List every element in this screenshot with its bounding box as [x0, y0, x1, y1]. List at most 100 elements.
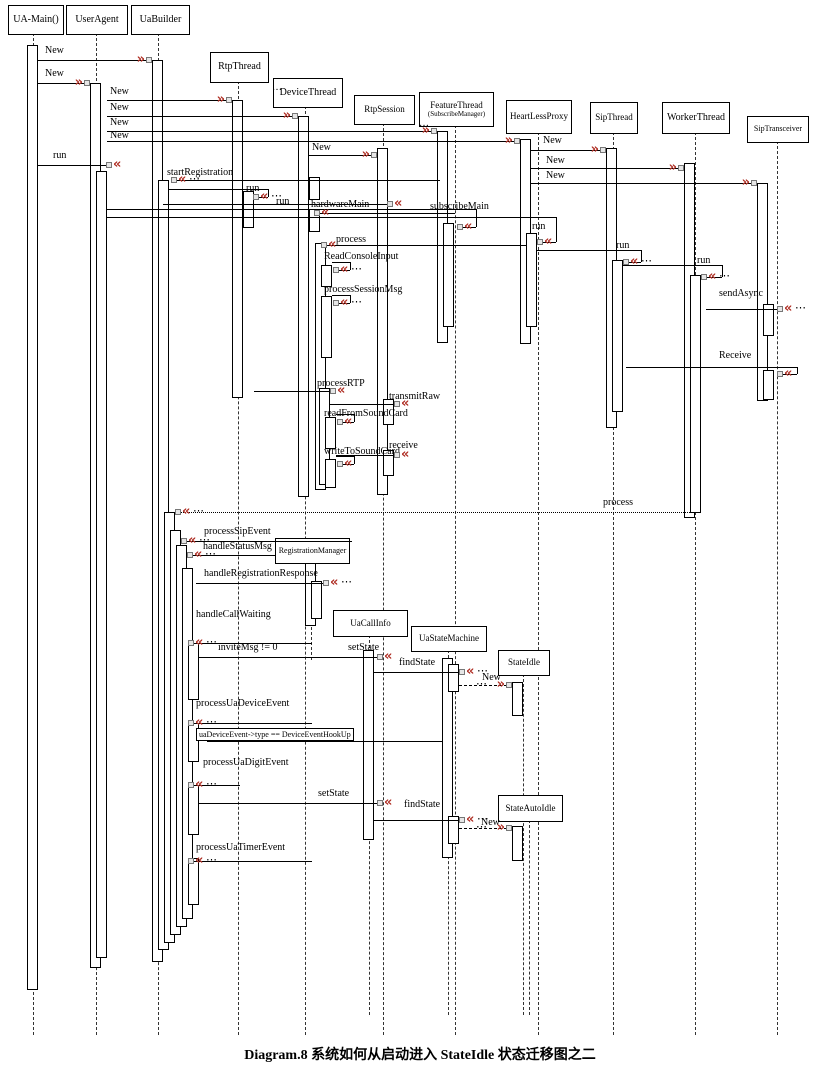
message-label: processUaDeviceEvent — [196, 698, 290, 709]
message-label: ReadConsoleInput — [324, 251, 399, 262]
message-line-new — [531, 183, 757, 184]
message-line-new — [531, 150, 606, 151]
create-arrow-icon: » — [504, 133, 513, 148]
call-marker-square — [537, 239, 543, 245]
object-box-state-idle: StateIdle — [498, 650, 550, 676]
message-line-run — [163, 204, 390, 205]
create-marker-square — [226, 97, 232, 103]
dashed-tail: ⋯ — [477, 813, 488, 825]
message-label: processUaDigitEvent — [203, 757, 289, 768]
message-label: New — [543, 135, 562, 146]
call-marker-square — [188, 782, 194, 788]
call-marker-square — [333, 267, 339, 273]
message-label: run — [53, 150, 67, 161]
dashed-tail: ⋯ — [271, 190, 282, 202]
message-label: process — [603, 497, 633, 508]
object-box-rtp-session: RtpSession — [354, 95, 415, 125]
create-arrow-icon: » — [496, 820, 505, 835]
message-line-bend — [350, 262, 351, 270]
message-label: receive — [389, 440, 418, 451]
call-arrow-icon: « — [401, 447, 410, 462]
activation-sip-transceiver — [757, 183, 768, 401]
object-box-user-agent: UserAgent — [66, 5, 128, 35]
call-marker-square — [321, 242, 327, 248]
call-arrow-icon: « — [384, 795, 393, 810]
call-arrow-icon: « — [708, 269, 717, 284]
call-marker-square — [394, 401, 400, 407]
create-arrow-icon: » — [590, 142, 599, 157]
dashed-tail: ⋯ — [199, 534, 210, 546]
object-box-feature-thread: FeatureThread (SubscribeManager) — [419, 92, 494, 127]
message-line-setstate — [199, 657, 380, 658]
object-box-ua-state-machine: UaStateMachine — [411, 626, 487, 652]
message-label: New — [45, 68, 64, 79]
message-line-return — [336, 270, 350, 271]
message-line-new — [38, 60, 152, 61]
message-label: handleRegistrationResponse — [204, 568, 318, 579]
create-marker-square — [751, 180, 757, 186]
message-label: readFromSoundCard — [324, 408, 408, 419]
activation-device-thread — [298, 116, 309, 497]
lifeline-worker-thread — [695, 132, 696, 1035]
call-marker-square — [333, 300, 339, 306]
activation-device-thread — [325, 417, 336, 449]
call-arrow-icon: « — [784, 301, 793, 316]
message-line-processrtp — [254, 391, 333, 392]
message-line-run — [38, 165, 109, 166]
call-marker-square — [459, 817, 465, 823]
call-marker-square — [330, 388, 336, 394]
message-line-return — [460, 227, 476, 228]
create-marker-square — [146, 57, 152, 63]
message-label: sendAsync — [719, 288, 763, 299]
object-box-ua-builder: UaBuilder — [131, 5, 190, 35]
call-marker-square — [394, 452, 400, 458]
call-marker-square — [323, 580, 329, 586]
call-marker-square — [171, 177, 177, 183]
create-marker-square — [431, 128, 437, 134]
create-marker-square — [506, 682, 512, 688]
activation-device-thread — [325, 459, 336, 488]
object-label: UserAgent — [75, 13, 119, 25]
message-label: New — [110, 117, 129, 128]
object-box-ua-call-info: UaCallInfo — [333, 610, 408, 637]
dashed-tail: ⋯ — [641, 255, 652, 267]
call-marker-square — [188, 720, 194, 726]
dashed-tail: ⋯ — [189, 173, 200, 185]
activation-ua-builder — [188, 785, 199, 835]
message-label: processSipEvent — [204, 526, 271, 537]
object-label: HeartLessProxy — [510, 111, 568, 122]
object-label: RtpThread — [218, 61, 261, 73]
message-line-handlestatusmsg — [190, 555, 275, 556]
call-marker-square — [777, 371, 783, 377]
call-arrow-icon: « — [195, 853, 204, 868]
dashed-tail: ⋯ — [206, 636, 217, 648]
create-marker-square — [84, 80, 90, 86]
create-arrow-icon: » — [421, 123, 430, 138]
call-arrow-icon: « — [466, 664, 475, 679]
dashed-tail: ⋯ — [476, 821, 487, 833]
object-box-sip-thread: SipThread — [590, 102, 638, 134]
message-label: New — [110, 86, 129, 97]
dashed-tail: ⋯ — [719, 270, 730, 282]
lifeline-state-idle — [523, 674, 524, 1015]
create-arrow-icon: » — [496, 677, 505, 692]
activation-device-thread — [309, 177, 320, 200]
message-label: New — [110, 130, 129, 141]
ellipsis-mark: … — [419, 118, 429, 129]
message-label: findState — [404, 799, 441, 810]
message-line-setstate — [199, 803, 380, 804]
create-arrow-icon: » — [668, 160, 677, 175]
call-arrow-icon: « — [195, 777, 204, 792]
message-label: handleCallWaiting — [196, 609, 271, 620]
call-arrow-icon: « — [195, 635, 204, 650]
message-label: subscribeMain — [430, 201, 489, 212]
message-line-readconsoleinput — [332, 262, 350, 263]
message-line-return — [336, 303, 350, 304]
dashed-tail: ⋯ — [476, 678, 487, 690]
activation-rtp-session — [383, 399, 394, 425]
activation-ua-call-info — [363, 650, 374, 840]
call-marker-square — [337, 461, 343, 467]
message-label: run — [246, 183, 260, 194]
message-line-bend — [354, 456, 355, 464]
object-label: RegistrationManager — [278, 545, 347, 555]
